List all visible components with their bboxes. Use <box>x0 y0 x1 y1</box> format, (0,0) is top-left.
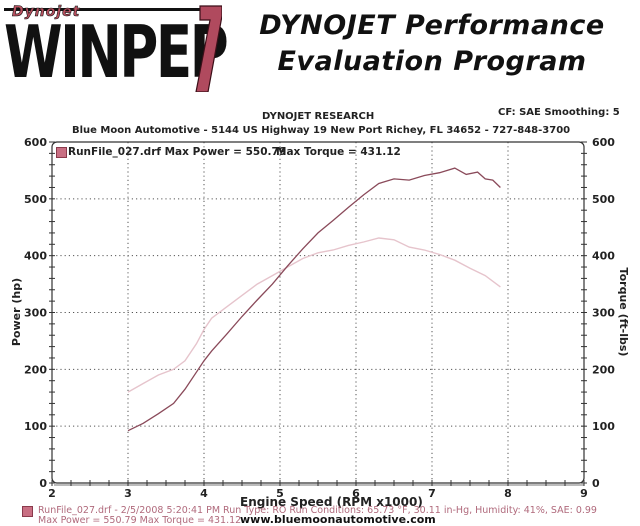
svg-text:600: 600 <box>592 136 615 149</box>
winpep-logo: Dynojet WINPEP <box>4 2 229 94</box>
power-curve <box>127 167 501 432</box>
x-axis-label: Engine Speed (RPM x1000) <box>240 495 423 509</box>
legend-swatch-icon <box>56 147 67 158</box>
footer-swatch-icon <box>22 506 33 517</box>
chart-axes <box>51 141 585 486</box>
company-title: DYNOJET RESEARCH <box>262 111 375 122</box>
chart-ticks <box>49 141 587 486</box>
winpep-product-text: WINPEP <box>4 10 229 94</box>
correction-info: CF: SAE Smoothing: 5 <box>498 107 620 118</box>
svg-text:100: 100 <box>592 420 615 433</box>
legend-run-label: RunFile_027.drf Max Power = 550.79 <box>68 146 287 158</box>
svg-text:9: 9 <box>580 487 588 500</box>
svg-text:3: 3 <box>124 487 132 500</box>
svg-text:5: 5 <box>276 487 284 500</box>
dynojet-brand-text: Dynojet <box>12 4 81 21</box>
svg-text:200: 200 <box>592 363 615 376</box>
svg-text:500: 500 <box>24 193 47 206</box>
svg-text:400: 400 <box>24 250 47 263</box>
svg-text:0: 0 <box>592 477 600 490</box>
dyno-chart: 2 3 4 5 6 7 8 901002003004005006000100200300400… <box>10 136 630 500</box>
svg-text:8: 8 <box>504 487 512 500</box>
tagline-line-1: DYNOJET Performance <box>259 10 605 41</box>
svg-text:600: 600 <box>24 136 47 149</box>
tagline-line-2: Evaluation Program <box>277 46 587 77</box>
svg-text:300: 300 <box>592 307 615 320</box>
svg-text:0: 0 <box>39 477 47 490</box>
svg-text:7: 7 <box>428 487 436 500</box>
shop-info: Blue Moon Automotive - 5144 US Highway 1… <box>72 125 571 136</box>
run-details: RunFile_027.drf - 2/5/2008 5:20:41 PM Ru… <box>38 505 597 516</box>
svg-text:4: 4 <box>200 487 208 500</box>
chart-tick-labels: 2 3 4 5 6 7 8 901002003004005006000100200300400… <box>24 136 615 500</box>
svg-text:500: 500 <box>592 193 615 206</box>
legend-torque-label: Max Torque = 431.12 <box>276 146 401 158</box>
logo-bar <box>4 8 204 11</box>
torque-curve <box>127 237 501 393</box>
svg-text:200: 200 <box>24 363 47 376</box>
tagline: DYNOJET Performance Evaluation Program <box>232 8 632 80</box>
winpep-banner: Dynojet WINPEP DYNOJET Performance Evalu… <box>0 0 640 96</box>
svg-text:300: 300 <box>24 307 47 320</box>
y-axis-label: Power (hp) <box>10 278 23 346</box>
version-seven-icon <box>195 5 222 92</box>
svg-text:100: 100 <box>24 420 47 433</box>
website-link[interactable]: www.bluemoonautomotive.com <box>240 513 436 526</box>
svg-text:400: 400 <box>592 250 615 263</box>
svg-text:2: 2 <box>48 487 56 500</box>
chart-grid <box>52 142 584 483</box>
svg-text:6: 6 <box>352 487 360 500</box>
max-values: Max Power = 550.79 Max Torque = 431.12 <box>38 515 242 526</box>
y2-axis-label: Torque (ft-lbs) <box>617 268 630 357</box>
